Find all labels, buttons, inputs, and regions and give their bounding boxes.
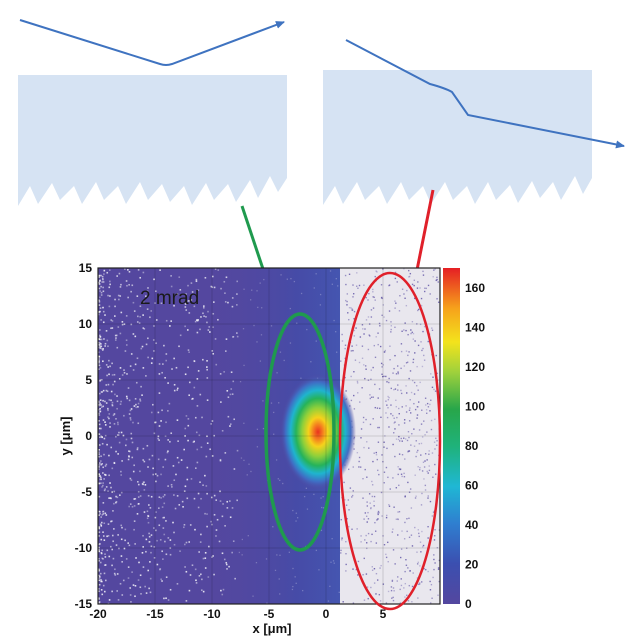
x-tick-label: 5: [380, 607, 387, 621]
color-bar-tick-label: 120: [465, 360, 485, 374]
crystal-block-right: [323, 70, 592, 205]
x-tick-label: 0: [323, 607, 330, 621]
angle-annotation: 2 mrad: [140, 288, 199, 309]
channeling-peak: [280, 374, 356, 490]
color-bar-tick-label: 0: [465, 597, 472, 611]
y-tick-label: -5: [81, 485, 92, 499]
amorphous-region: [340, 268, 440, 604]
x-tick-label: -15: [146, 607, 164, 621]
y-tick-label: 5: [85, 373, 92, 387]
trajectory-reflection: [19, 19, 285, 66]
color-bar-tick-label: 100: [465, 399, 485, 413]
green-ellipse: [264, 312, 336, 552]
x-tick-label: -5: [264, 607, 275, 621]
crystal-block-left: [18, 75, 287, 206]
trajectory-channeling: [345, 39, 625, 149]
y-axis-title: y [μm]: [58, 416, 73, 455]
color-bar-tick-label: 80: [465, 439, 479, 453]
y-tick-label: 15: [79, 261, 93, 275]
noise-specks: [98, 268, 438, 604]
color-bar-tick-label: 40: [465, 518, 479, 532]
color-bar-tick-label: 160: [465, 281, 485, 295]
color-bar-gradient: [443, 268, 460, 604]
color-bar: 160 140 120 100 80 60 40 20 0: [443, 268, 485, 611]
x-tick-labels: -20 -15 -10 -5 0 5: [89, 607, 386, 621]
y-tick-label: -10: [75, 541, 93, 555]
y-tick-label: -15: [75, 597, 93, 611]
amorphous-specks: [340, 268, 440, 604]
y-tick-labels: 15 10 5 0 -5 -10 -15: [75, 261, 93, 611]
x-tick-label: -10: [203, 607, 221, 621]
color-bar-ticks: 160 140 120 100 80 60 40 20 0: [465, 281, 485, 611]
red-ellipse: [338, 271, 442, 611]
x-axis-title: x [μm]: [252, 621, 291, 636]
y-tick-label: 0: [85, 429, 92, 443]
color-bar-tick-label: 60: [465, 478, 479, 492]
color-bar-tick-label: 140: [465, 320, 485, 334]
x-tick-label: -20: [89, 607, 107, 621]
y-tick-label: 10: [79, 317, 93, 331]
color-bar-tick-label: 20: [465, 557, 479, 571]
